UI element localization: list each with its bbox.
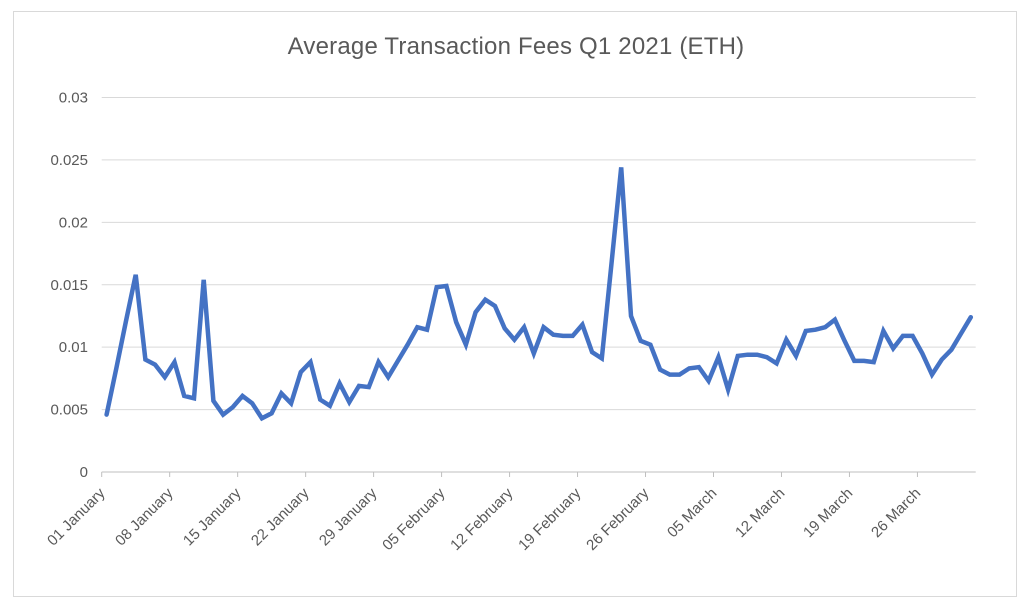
x-axis-tick-label: 12 February	[447, 484, 517, 554]
y-axis-tick-label: 0.02	[59, 214, 88, 231]
x-axis-tick-label: 05 February	[379, 484, 449, 554]
fee-line-series	[104, 167, 974, 422]
y-axis-tick-label: 0.03	[59, 90, 88, 107]
y-axis-tick-label: 0	[80, 464, 88, 481]
y-axis-tick-label: 0.005	[50, 402, 88, 419]
x-axis-tick-label: 29 January	[316, 484, 381, 549]
y-axis-tick-label: 0.01	[59, 339, 88, 356]
x-axis-tick-label: 26 March	[868, 485, 924, 541]
x-axis-tick-label: 15 January	[180, 484, 245, 549]
x-axis-tick-label: 19 March	[800, 485, 856, 541]
x-axis-tick-label: 22 January	[248, 484, 313, 549]
y-axis-tick-label: 0.015	[50, 277, 88, 294]
x-axis-tick-label: 08 January	[112, 484, 177, 549]
x-axis-tick-label: 12 March	[732, 485, 788, 541]
x-axis-tick-label: 19 February	[515, 484, 585, 554]
chart-title: Average Transaction Fees Q1 2021 (ETH)	[287, 33, 745, 60]
y-axis-tick-label: 0.025	[50, 152, 88, 169]
x-axis-tick-label: 26 February	[583, 484, 653, 554]
x-axis-tick-label: 01 January	[44, 484, 109, 549]
chart-frame: Average Transaction Fees Q1 2021 (ETH) 0…	[13, 11, 1017, 597]
x-axis-tick-label: 05 March	[664, 485, 720, 541]
